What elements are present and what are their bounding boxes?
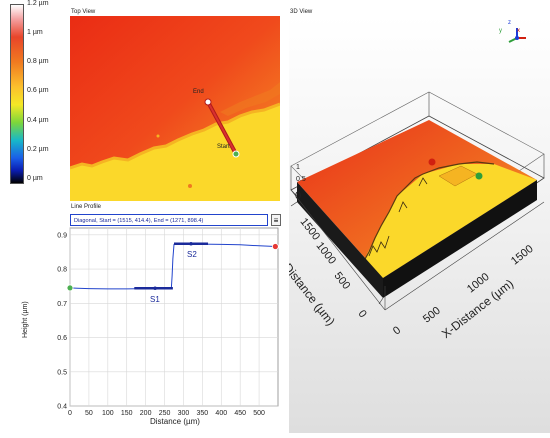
colorbar-tick: 0.6 µm [27,87,49,94]
x-tick-label: 500 [253,410,265,417]
profile-line [69,242,276,290]
x-tick-label: 400 [215,410,227,417]
y-tick-label: 0.8 [57,267,67,274]
y-tick-label: 0.7 [57,301,67,308]
x-axis-title: Distance (µm) [150,417,200,426]
y-tick-label: 0.5 [57,369,67,376]
view-3d-panel[interactable]: 0 0.5 1 Y-Distance (µm) 1500 1000 500 0 … [289,16,550,433]
segment-midpoint [189,241,193,246]
z-tick: 0.5 [296,176,306,183]
x-tick-label: 100 [102,410,114,417]
view-3d-title: 3D View [290,9,313,15]
x-tick-label: 450 [234,410,246,417]
x-tick-label: 350 [197,410,209,417]
z-tick: 0 [295,190,302,202]
x-tick-label: 150 [121,410,133,417]
s2-label: S2 [187,250,197,259]
segment-midpoint [153,286,157,291]
end-handle-icon[interactable] [204,98,212,106]
colorbar: 1.2 µm 1 µm 0.8 µm 0.6 µm 0.4 µm 0.2 µm … [6,0,66,185]
top-view-title: Top View [71,9,96,15]
gizmo-z-label: z [508,20,511,26]
colorbar-tick: 0.8 µm [27,58,49,65]
profile-line-overlay[interactable] [70,16,280,201]
line-profile-chart: 0 50 100 150 200 250 300 350 400 450 500 0.4 0.5 0.6 0… [57,227,279,417]
end-marker-icon [428,158,436,166]
colorbar-tick: 0.2 µm [27,146,49,153]
menu-icon: ≡ [273,216,279,225]
colorbar-tick: 0 µm [27,175,43,182]
start-marker-icon [475,172,483,180]
profile-menu-button[interactable]: ≡ [271,214,281,226]
y-tick-label: 0.9 [57,232,67,239]
x-tick-label: 200 [140,410,152,417]
top-view-map [70,16,280,201]
x-tick-label: 0 [68,410,72,417]
colorbar-tick: 0.4 µm [27,117,49,124]
line-profile-panel: 0 50 100 150 200 250 300 350 400 450 500 0.4 0.5 0.6 0… [20,210,283,433]
view-3d-scene [290,28,545,311]
gizmo-x-label: x [517,28,520,34]
y-axis-title: Height (µm) [22,301,29,338]
profile-info-text: Diagonal, Start = (1515, 414.4), End = (… [74,218,204,224]
axis-gizmo-icon [508,28,526,43]
start-handle-icon[interactable] [232,150,240,158]
profile-endpoint-marker [271,243,279,250]
end-label: End [193,89,204,95]
s1-label: S1 [150,295,160,304]
x-tick-label: 300 [178,410,190,417]
top-view-panel[interactable] [70,16,280,201]
x-tick-label: 250 [159,410,171,417]
colorbar-tick: 1 µm [27,29,43,36]
x-tick-label: 50 [85,410,93,417]
y-tick-label: 0.4 [57,404,67,411]
plot-area [69,227,279,407]
gizmo-y-label: y [499,28,502,34]
start-label: Start [217,144,230,150]
profile-endpoint-marker [66,284,74,292]
line-profile-title: Line Profile [71,204,102,210]
y-tick-label: 0.6 [57,335,67,342]
colorbar-gradient [10,4,24,184]
z-tick: 1 [296,164,300,171]
colorbar-tick: 1.2 µm [27,0,49,7]
profile-info-box[interactable]: Diagonal, Start = (1515, 414.4), End = (… [70,214,268,226]
